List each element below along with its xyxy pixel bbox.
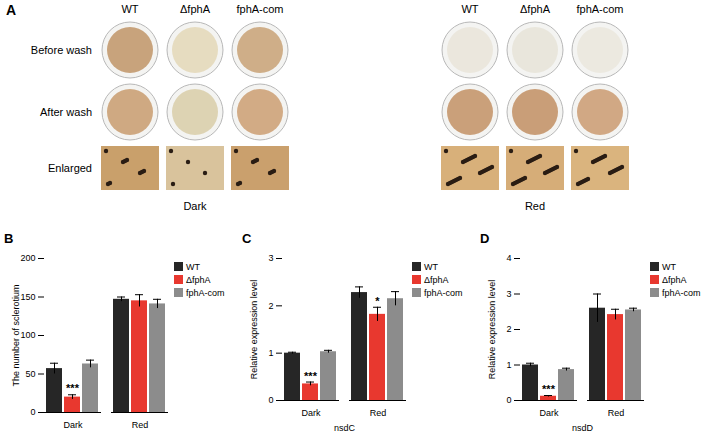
svg-text:Red: Red — [370, 408, 387, 418]
svg-text:100: 100 — [20, 330, 35, 340]
svg-text:4: 4 — [506, 253, 511, 263]
html-text:fphA-com: fphA-com — [424, 287, 463, 298]
svg-text:0: 0 — [30, 407, 35, 417]
svg-text:WT: WT — [121, 3, 138, 15]
svg-text:3: 3 — [506, 289, 511, 299]
svg-text:2: 2 — [268, 301, 273, 311]
svg-text:ΔfphA: ΔfphA — [180, 3, 211, 15]
html-text:fphA-com: fphA-com — [186, 287, 225, 298]
html-text:C: C — [242, 231, 252, 246]
svg-text:Dark: Dark — [183, 200, 207, 212]
svg-text:After wash: After wash — [40, 106, 92, 118]
svg-text:50: 50 — [25, 369, 35, 379]
html-text:B: B — [4, 231, 14, 246]
svg-text:200: 200 — [20, 253, 35, 263]
svg-text:Red: Red — [132, 420, 149, 430]
svg-text:nsdD: nsdD — [572, 423, 594, 433]
html-text:WT: WT — [424, 261, 438, 272]
html-text:ΔfphA: ΔfphA — [186, 274, 211, 285]
svg-text:1: 1 — [506, 360, 511, 370]
svg-text:Relative expression level: Relative expression level — [487, 280, 497, 380]
svg-text:WT: WT — [461, 3, 478, 15]
html-text:fphA-com: fphA-com — [662, 287, 701, 298]
svg-text:ΔfphA: ΔfphA — [520, 3, 551, 15]
svg-text:nsdC: nsdC — [334, 423, 356, 433]
svg-text:The number of sclerotium: The number of sclerotium — [11, 284, 21, 386]
html-text:D: D — [480, 231, 490, 246]
html-text:WT: WT — [186, 261, 200, 272]
svg-text:Dark: Dark — [63, 420, 83, 430]
svg-text:Red: Red — [608, 408, 625, 418]
svg-text:Enlarged: Enlarged — [48, 162, 92, 174]
svg-text:150: 150 — [20, 292, 35, 302]
svg-text:0: 0 — [506, 395, 511, 405]
svg-text:fphA-com: fphA-com — [236, 3, 283, 15]
svg-text:2: 2 — [506, 324, 511, 334]
svg-text:Red: Red — [525, 200, 545, 212]
svg-text:0: 0 — [268, 395, 273, 405]
svg-text:Before wash: Before wash — [31, 44, 92, 56]
html-text:ΔfphA: ΔfphA — [424, 274, 449, 285]
svg-text:A: A — [6, 2, 16, 18]
svg-text:3: 3 — [268, 253, 273, 263]
svg-text:Relative expression level: Relative expression level — [249, 280, 259, 380]
svg-text:fphA-com: fphA-com — [576, 3, 623, 15]
svg-text:***: *** — [542, 383, 556, 395]
svg-text:***: *** — [66, 382, 80, 394]
svg-text:1: 1 — [268, 348, 273, 358]
svg-text:Dark: Dark — [301, 408, 321, 418]
svg-text:Dark: Dark — [539, 408, 559, 418]
html-text:ΔfphA: ΔfphA — [662, 274, 687, 285]
svg-text:***: *** — [304, 370, 318, 382]
svg-text:*: * — [375, 295, 380, 307]
html-text:WT: WT — [662, 261, 676, 272]
